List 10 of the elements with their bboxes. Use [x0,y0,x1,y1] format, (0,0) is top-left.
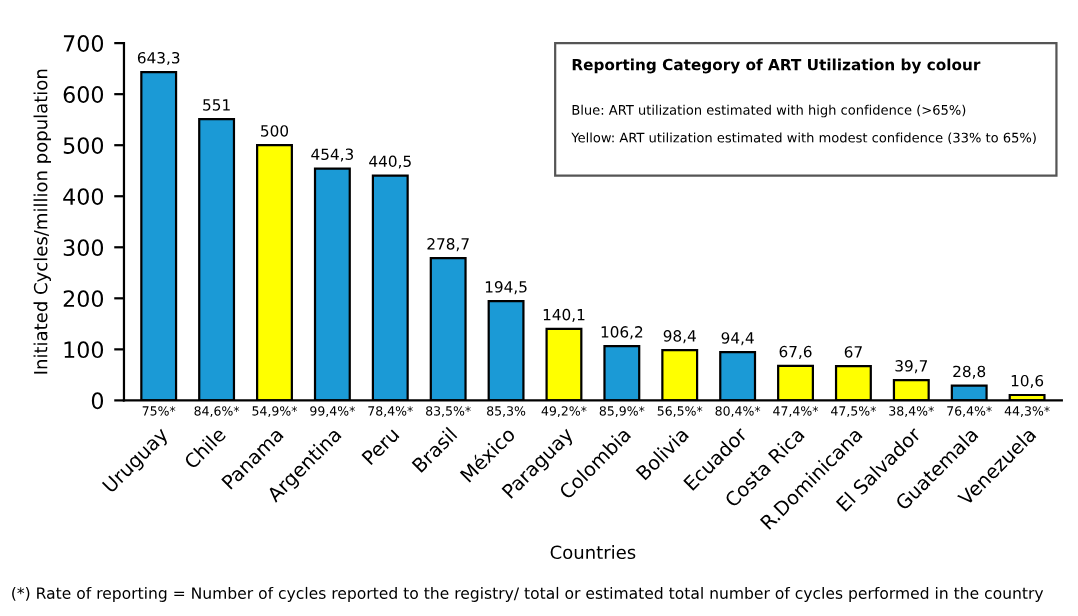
x-axis-title: Countries [550,545,636,560]
y-tick-label: 200 [63,290,104,308]
y-tick-label: 300 [63,239,104,257]
y-axis-title: Initiated Cycles/million population [33,69,51,374]
y-tick-label: 600 [63,86,104,103]
y-tick-label: 0 [91,392,104,410]
y-tick-label: 700 [63,35,104,52]
y-tick-label: 400 [63,188,104,205]
y-tick-label: 100 [64,341,104,359]
y-tick-label: 500 [63,137,104,154]
